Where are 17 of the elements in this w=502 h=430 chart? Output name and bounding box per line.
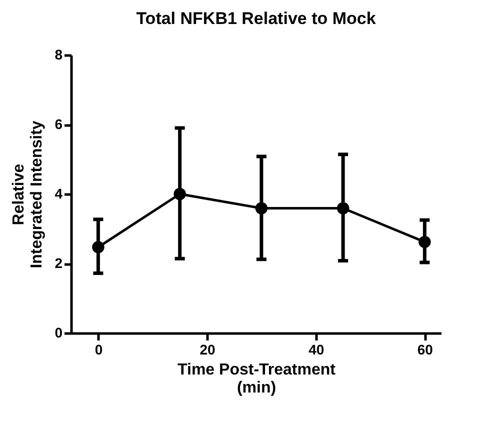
x-tick-label: 0 [94, 342, 103, 358]
point [255, 202, 268, 214]
x-tick-label: 60 [417, 342, 434, 358]
point [418, 236, 431, 248]
point [174, 188, 186, 200]
point [92, 241, 104, 254]
chart-title: Total NFKB1 Relative to Mock [136, 9, 376, 28]
x-tick-label: 40 [308, 342, 324, 358]
y-axis-title: Relative Integrated Intensity [10, 120, 46, 268]
y-tick-label: 8 [54, 46, 63, 62]
y-tick-label: 0 [54, 324, 63, 340]
y-tick-label: 2 [54, 255, 63, 271]
point [336, 202, 350, 214]
y-tick-label: 4 [54, 186, 63, 202]
y-tick-label: 6 [54, 116, 63, 132]
x-tick-label: 20 [200, 342, 216, 358]
x-axis-title: Time Post-Treatment (min) [178, 362, 336, 396]
